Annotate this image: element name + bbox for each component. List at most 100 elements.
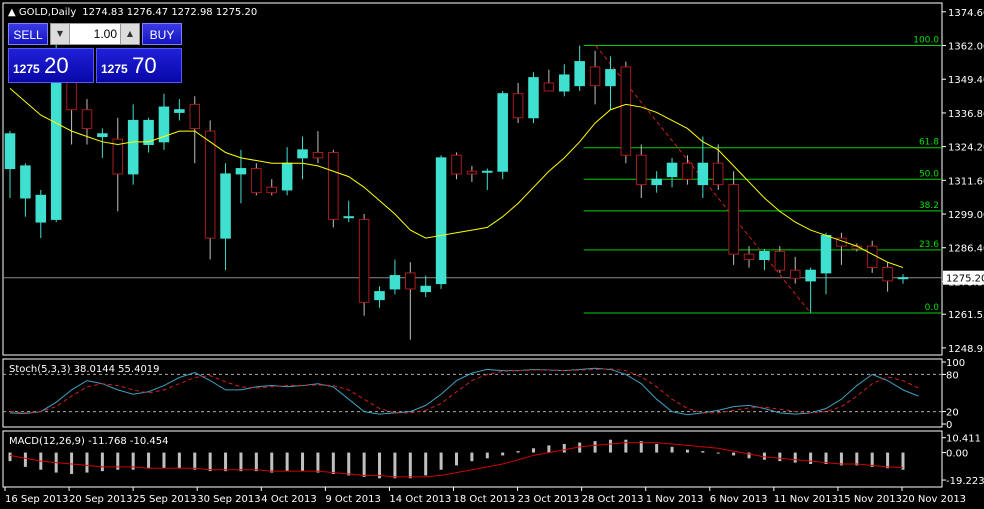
candle (528, 72, 539, 124)
candle-body (897, 277, 909, 280)
macd-bar (901, 452, 905, 470)
candle (836, 232, 847, 265)
candle (897, 274, 909, 284)
lot-size-input[interactable]: 1.00 (93, 27, 117, 41)
chevron-down-icon[interactable]: ▼ (51, 24, 70, 44)
price-tick-label: 1324.20 (948, 143, 984, 154)
macd-title: MACD(12,26,9) -11.768 -10.454 (9, 436, 169, 447)
time-tick-label: 1 Nov 2013 (646, 494, 704, 505)
candle-body (512, 93, 524, 119)
candle-body (328, 152, 339, 220)
candle (127, 104, 139, 185)
candle-body (343, 216, 354, 219)
candle-body (574, 61, 585, 87)
macd-bar (655, 444, 659, 453)
time-tick-label: 28 Oct 2013 (582, 494, 644, 505)
chart-header: ▲ GOLD,Daily 1274.83 1276.47 1272.98 1275… (8, 7, 257, 18)
candle-body (451, 154, 462, 175)
buy-price-main: 1275 (101, 62, 128, 76)
sell-button[interactable]: SELL (8, 23, 48, 45)
candle (174, 99, 185, 121)
candle (328, 149, 339, 228)
price-axis: 1374.60 1362.00 1349.40 1336.80 1324.20 1311.… (942, 8, 984, 487)
lot-size-stepper[interactable]: ▼ 1.00 ▲ (50, 23, 140, 45)
macd-bar (624, 439, 628, 453)
candle-body (189, 103, 201, 129)
buy-button[interactable]: BUY (142, 23, 182, 45)
macd-bar (331, 452, 335, 474)
candle (512, 82, 524, 124)
candle (20, 163, 31, 217)
macd-bar (639, 441, 643, 453)
time-tick-label: 18 Oct 2013 (454, 494, 516, 505)
stochastic-panel (3, 367, 942, 416)
macd-bar (470, 452, 474, 462)
chevron-up-icon[interactable]: ▲ (120, 24, 139, 44)
candle (651, 171, 662, 193)
macd-bar (701, 451, 705, 453)
stoch-signal-line (9, 368, 919, 414)
price-tick-label: 1311.60 (948, 176, 984, 187)
price-tick-label: 1336.80 (948, 109, 984, 120)
ohlc-readout: 1274.83 1276.47 1272.98 1275.20 (82, 7, 257, 18)
macd-bar (8, 452, 12, 462)
candle-body (651, 178, 662, 186)
candle-body (358, 218, 370, 303)
macd-bar (162, 452, 166, 469)
candle-body (682, 162, 693, 180)
time-tick-label: 20 Sep 2013 (69, 494, 132, 505)
candle (297, 136, 308, 180)
macd-bar (793, 452, 797, 463)
macd-panel (8, 439, 905, 479)
candle-body (97, 133, 108, 137)
time-tick-label: 9 Oct 2013 (325, 494, 380, 505)
sell-price-box[interactable]: 1275 20 (8, 48, 94, 83)
candle-body (789, 269, 801, 279)
time-tick-label: 6 Nov 2013 (710, 494, 768, 505)
time-axis: 16 Sep 2013 20 Sep 2013 25 Sep 2013 30 Sep … (4, 487, 966, 505)
candle (343, 200, 354, 223)
candle-body (743, 253, 755, 261)
macd-bar (778, 452, 782, 462)
candle-body (297, 149, 308, 159)
candle (405, 262, 416, 340)
macd-bar (716, 452, 720, 454)
candle-body (435, 157, 447, 285)
price-tick-label: 1261.55 (948, 310, 984, 321)
buy-price-fraction: 70 (132, 53, 157, 78)
macd-bar (23, 452, 27, 467)
price-tick-label: 1299.00 (948, 210, 984, 221)
candle-body (389, 275, 401, 290)
candle (420, 275, 431, 297)
price-tick-label: 1286.40 (948, 244, 984, 255)
macd-bar (131, 452, 135, 470)
macd-bar (855, 452, 859, 466)
candle-body (589, 66, 601, 87)
stoch-tick-label: 0 (946, 420, 952, 431)
current-price-box (943, 270, 984, 285)
macd-tick-label: -19.223 (946, 476, 984, 487)
candle-body (158, 106, 170, 143)
candle (712, 144, 724, 190)
price-tick-label: 1248.95 (948, 344, 984, 355)
fib-label: 38.2 (919, 201, 939, 211)
macd-bar (870, 452, 874, 467)
macd-tick-label: 10.411 (946, 434, 981, 445)
stoch-main-line (9, 367, 919, 416)
candle-body (805, 269, 816, 282)
candle (497, 91, 508, 180)
buy-price-box[interactable]: 1275 70 (96, 48, 182, 83)
candle-body (820, 234, 832, 274)
macd-bar (608, 439, 612, 453)
candle (251, 163, 262, 196)
candle-body (635, 154, 647, 186)
stoch-tick-label: 80 (946, 370, 959, 381)
collapse-icon: ▲ (8, 7, 19, 18)
macd-bar (193, 452, 197, 470)
candle-body (466, 170, 478, 175)
candle (589, 50, 601, 105)
candle (143, 117, 154, 153)
candle (574, 45, 585, 91)
candle-body (204, 130, 216, 239)
